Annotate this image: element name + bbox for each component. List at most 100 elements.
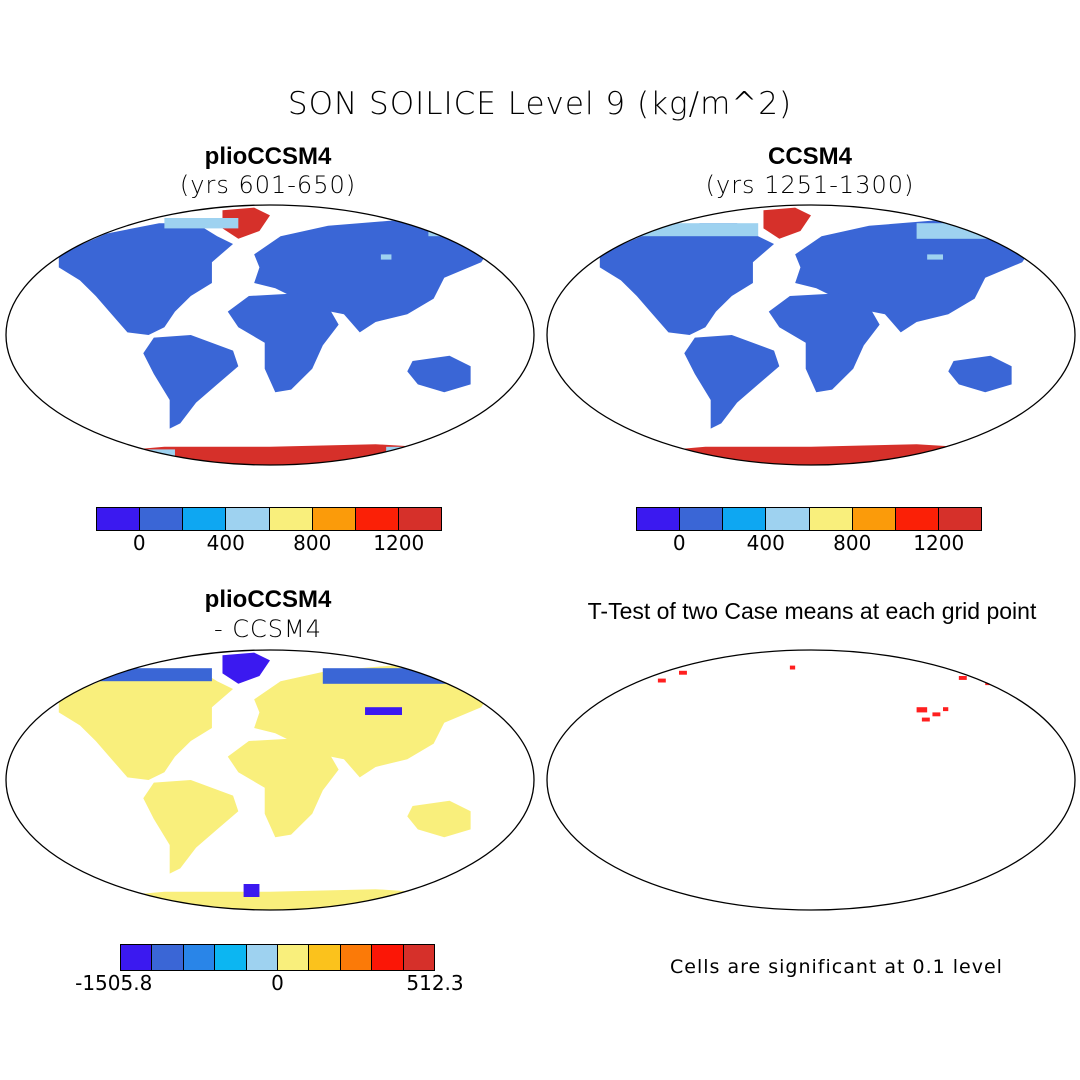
map-border [5, 204, 535, 466]
significant-cell [1001, 673, 1012, 679]
map-border [546, 649, 1076, 911]
colorbar-swatch [372, 945, 404, 970]
data-patch [58, 894, 123, 908]
data-patch [380, 254, 392, 260]
colorbar-tick-label: 0 [672, 531, 686, 555]
continent-namerica [59, 223, 233, 335]
colorbar-tick-label: 800 [293, 531, 332, 555]
map-plioccsm4 [5, 204, 535, 466]
map-difference [5, 649, 535, 911]
continent-samerica [143, 335, 238, 429]
significant-cell [958, 676, 967, 680]
colorbar-swatch [140, 508, 184, 530]
colorbar-ticks: 0 400 800 1200 [636, 531, 982, 557]
colorbar-swatch [355, 508, 399, 530]
colorbar-swatches [120, 944, 435, 971]
continent-greenland [763, 653, 811, 684]
significant-cell [1016, 678, 1025, 683]
data-patch [164, 218, 239, 229]
colorbar-swatch [278, 945, 310, 970]
continent-eurasia [795, 666, 1038, 778]
colorbar-swatch [152, 945, 184, 970]
colorbar-tick-label: 400 [206, 531, 245, 555]
map-border [546, 204, 1076, 466]
data-patch [620, 223, 759, 237]
panel-tr-subtitle: (yrs 1251-1300) [705, 171, 915, 199]
continent-africa [769, 738, 880, 837]
panel-bl-subtitle: - CCSM4 [213, 615, 322, 643]
colorbar-tick-label: 800 [833, 531, 872, 555]
map-ccsm4 [546, 204, 1076, 466]
significance-note: Cells are significant at 0.1 level [670, 956, 1003, 978]
map-border [5, 649, 535, 911]
figure-title: SON SOILICE Level 9 (kg/m^2) [287, 86, 793, 122]
significant-cell [636, 673, 645, 678]
colorbar-tick-label: 0 [132, 531, 146, 555]
continent-africa [228, 293, 339, 392]
colorbar-tick-label: 1200 [373, 531, 425, 555]
colorbar-bottom-left: -1505.8 0 512.3 [75, 944, 464, 997]
continent-australia [948, 801, 1011, 837]
colorbar-tick-label: -1505.8 [75, 971, 153, 995]
colorbar-tick-label: 0 [271, 971, 284, 995]
colorbar-swatch [723, 508, 767, 530]
continent-australia [407, 801, 470, 837]
colorbar-swatch [312, 508, 356, 530]
significant-cell [943, 707, 949, 712]
significant-cell [657, 678, 666, 683]
colorbar-swatch [398, 508, 441, 530]
colorbar-tick-label: 1200 [913, 531, 965, 555]
continent-australia [407, 356, 470, 392]
colorbar-swatch [680, 508, 724, 530]
panel-tl-subtitle: (yrs 601-650) [179, 171, 357, 199]
significant-cell [789, 665, 796, 670]
colorbar-swatch [852, 508, 896, 530]
colorbar-swatch [938, 508, 981, 530]
continent-samerica [684, 335, 779, 429]
colorbar-swatch [97, 508, 141, 530]
colorbar-swatch [403, 945, 435, 970]
colorbar-swatch [809, 508, 853, 530]
continent-namerica [600, 223, 774, 335]
data-patch [74, 668, 212, 682]
panel-tl-title: plioCCSM4 [204, 143, 332, 170]
significant-cell [916, 707, 928, 713]
colorbar-top-left: 0 400 800 1200 [96, 507, 442, 557]
panel-bl-title: plioCCSM4 [204, 586, 332, 613]
colorbar-swatch [226, 508, 270, 530]
continent-africa [769, 293, 880, 392]
continent-greenland [222, 653, 270, 684]
significant-cell [679, 670, 687, 675]
colorbar-swatch [766, 508, 810, 530]
colorbar-ticks: -1505.8 0 512.3 [75, 971, 464, 997]
colorbar-swatches [636, 507, 982, 531]
continent-africa [228, 738, 339, 837]
significant-cell [921, 717, 930, 722]
colorbar-swatch [121, 945, 153, 970]
continent-namerica [600, 668, 774, 780]
colorbar-swatch [183, 945, 216, 970]
colorbar-swatch [215, 945, 247, 970]
panel-br-title: T-Test of two Case means at each grid po… [587, 598, 1037, 624]
map-ttest [546, 649, 1076, 911]
colorbar-top-right: 0 400 800 1200 [636, 507, 982, 557]
continent-antarctica [600, 444, 1038, 465]
continent-namerica [59, 668, 233, 780]
colorbar-swatch [895, 508, 939, 530]
continent-samerica [684, 780, 779, 874]
panel-tr-title: CCSM4 [767, 143, 852, 170]
continent-antarctica [59, 444, 497, 465]
significant-cell [932, 712, 941, 717]
data-patch [407, 894, 498, 908]
data-patch [322, 668, 482, 684]
continent-australia [948, 356, 1011, 392]
colorbar-tick-label: 512.3 [406, 971, 464, 995]
colorbar-swatch [637, 508, 681, 530]
colorbar-swatches [96, 507, 442, 531]
data-patch [243, 884, 260, 897]
data-patch [916, 223, 1033, 239]
continent-antarctica [600, 889, 1038, 910]
colorbar-swatch [340, 945, 373, 970]
data-patch [927, 254, 943, 260]
